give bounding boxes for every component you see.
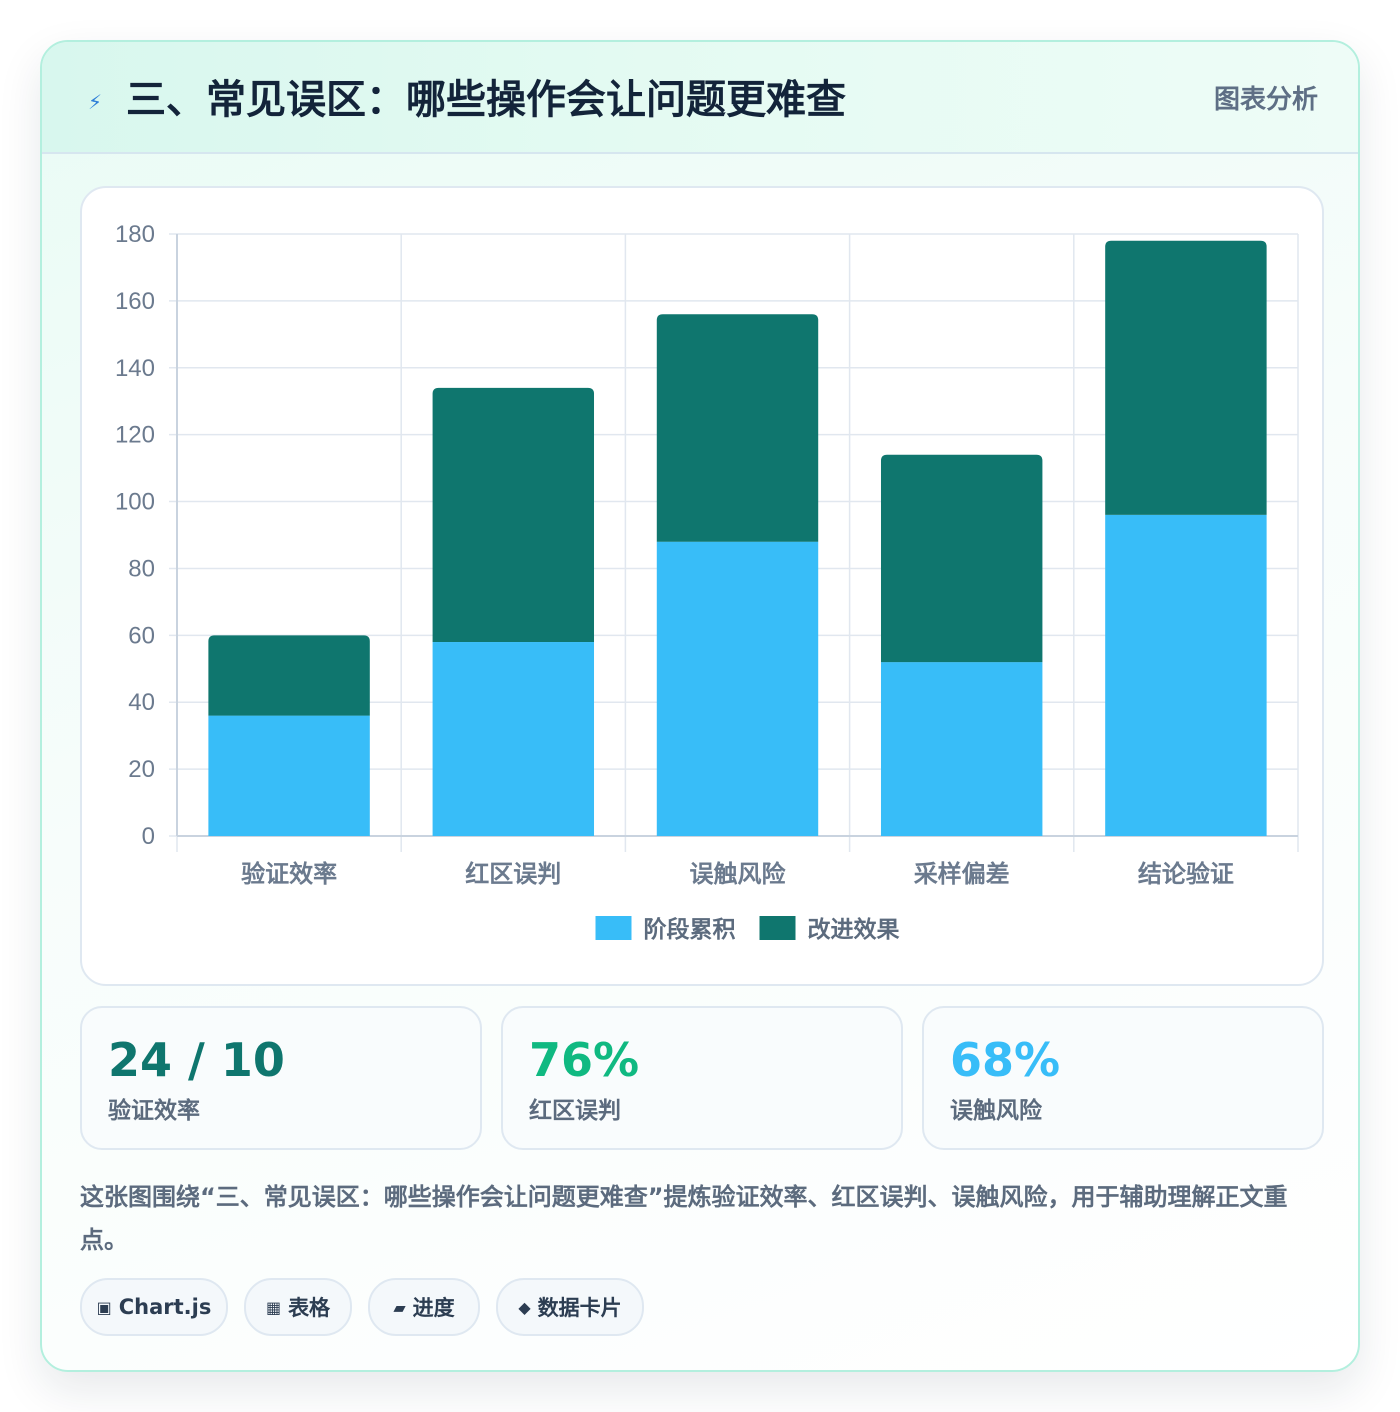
y-tick-label: 160 bbox=[115, 288, 155, 315]
progress-icon: ▰ bbox=[393, 1297, 406, 1317]
chip-label: 数据卡片 bbox=[537, 1296, 622, 1320]
x-tick-label: 误触风险 bbox=[690, 860, 787, 888]
x-tick-label: 采样偏差 bbox=[914, 860, 1010, 888]
bar-segment bbox=[1105, 240, 1267, 515]
y-tick-label: 180 bbox=[115, 221, 155, 248]
stat-label: 误触风险 bbox=[950, 1098, 1042, 1124]
legend-swatch bbox=[595, 916, 632, 940]
card-header: ⚡ 三、常见误区：哪些操作会让问题更难查 图表分析 bbox=[42, 42, 1358, 154]
chip-label: Chart.js bbox=[118, 1295, 212, 1319]
legend-label: 阶段累积 bbox=[644, 916, 736, 943]
y-tick-label: 120 bbox=[115, 422, 155, 449]
y-tick-label: 80 bbox=[128, 555, 155, 582]
bar-segment bbox=[432, 387, 595, 643]
bar-segment bbox=[208, 635, 370, 716]
legend-swatch bbox=[759, 916, 796, 940]
stat-label: 验证效率 bbox=[108, 1098, 200, 1124]
stat-card-mistouch: 68% 误触风险 bbox=[922, 1006, 1324, 1150]
chart-card: ⚡ 三、常见误区：哪些操作会让问题更难查 图表分析 0 20 40 60 80 100 12… bbox=[40, 40, 1360, 1372]
chart-panel: 0 20 40 60 80 100 120 140 160 180 验证效率 红区误判 误触风险 采样偏差… bbox=[80, 186, 1324, 986]
chip-table[interactable]: ▦ 表格 bbox=[244, 1278, 352, 1336]
y-tick-label: 40 bbox=[128, 689, 155, 716]
stat-value: 76% bbox=[529, 1033, 640, 1087]
y-tick-label: 140 bbox=[115, 355, 155, 382]
stacked-bar-chart: 0 20 40 60 80 100 120 140 160 180 验证效率 红区误判 误触风险 采样偏差… bbox=[115, 221, 1299, 943]
y-tick-label: 100 bbox=[115, 489, 155, 516]
chart-icon: ▣ bbox=[96, 1297, 112, 1317]
y-tick-label: 60 bbox=[128, 622, 155, 649]
chip-label: 表格 bbox=[288, 1296, 331, 1320]
table-icon: ▦ bbox=[265, 1297, 282, 1317]
stat-value: 68% bbox=[950, 1033, 1061, 1087]
bar-segment bbox=[880, 454, 1043, 663]
x-tick-label: 红区误判 bbox=[465, 860, 561, 888]
chip-data-card[interactable]: ◆ 数据卡片 bbox=[496, 1278, 644, 1336]
stat-label: 红区误判 bbox=[529, 1098, 621, 1124]
x-tick-label: 结论验证 bbox=[1138, 860, 1234, 888]
bar-segment bbox=[656, 541, 819, 836]
bolt-icon: ⚡ bbox=[88, 90, 103, 114]
bar-segment bbox=[208, 715, 370, 836]
bar-segment bbox=[656, 314, 819, 542]
bar-segment bbox=[432, 642, 595, 836]
chip-label: 进度 bbox=[412, 1296, 455, 1320]
y-tick-label: 0 bbox=[142, 823, 155, 850]
chart-analysis-badge: 图表分析 bbox=[1213, 85, 1318, 115]
stat-card-verification: 24 / 10 验证效率 bbox=[80, 1006, 482, 1150]
stat-value: 24 / 10 bbox=[108, 1033, 285, 1087]
legend-label: 改进效果 bbox=[808, 916, 900, 943]
stat-card-red-zone: 76% 红区误判 bbox=[501, 1006, 903, 1150]
bar-segment bbox=[1105, 514, 1267, 836]
diamond-icon: ◆ bbox=[518, 1297, 531, 1317]
x-tick-label: 验证效率 bbox=[241, 860, 337, 888]
bar-segment bbox=[880, 662, 1043, 836]
chip-progress[interactable]: ▰ 进度 bbox=[368, 1278, 480, 1336]
chip-chartjs[interactable]: ▣ Chart.js bbox=[80, 1278, 228, 1336]
page-title: 三、常见误区：哪些操作会让问题更难查 bbox=[126, 77, 846, 123]
y-tick-label: 20 bbox=[128, 756, 155, 783]
chart-summary: 这张图围绕“三、常见误区：哪些操作会让问题更难查”提炼验证效率、红区误判、误触风… bbox=[80, 1183, 1288, 1254]
